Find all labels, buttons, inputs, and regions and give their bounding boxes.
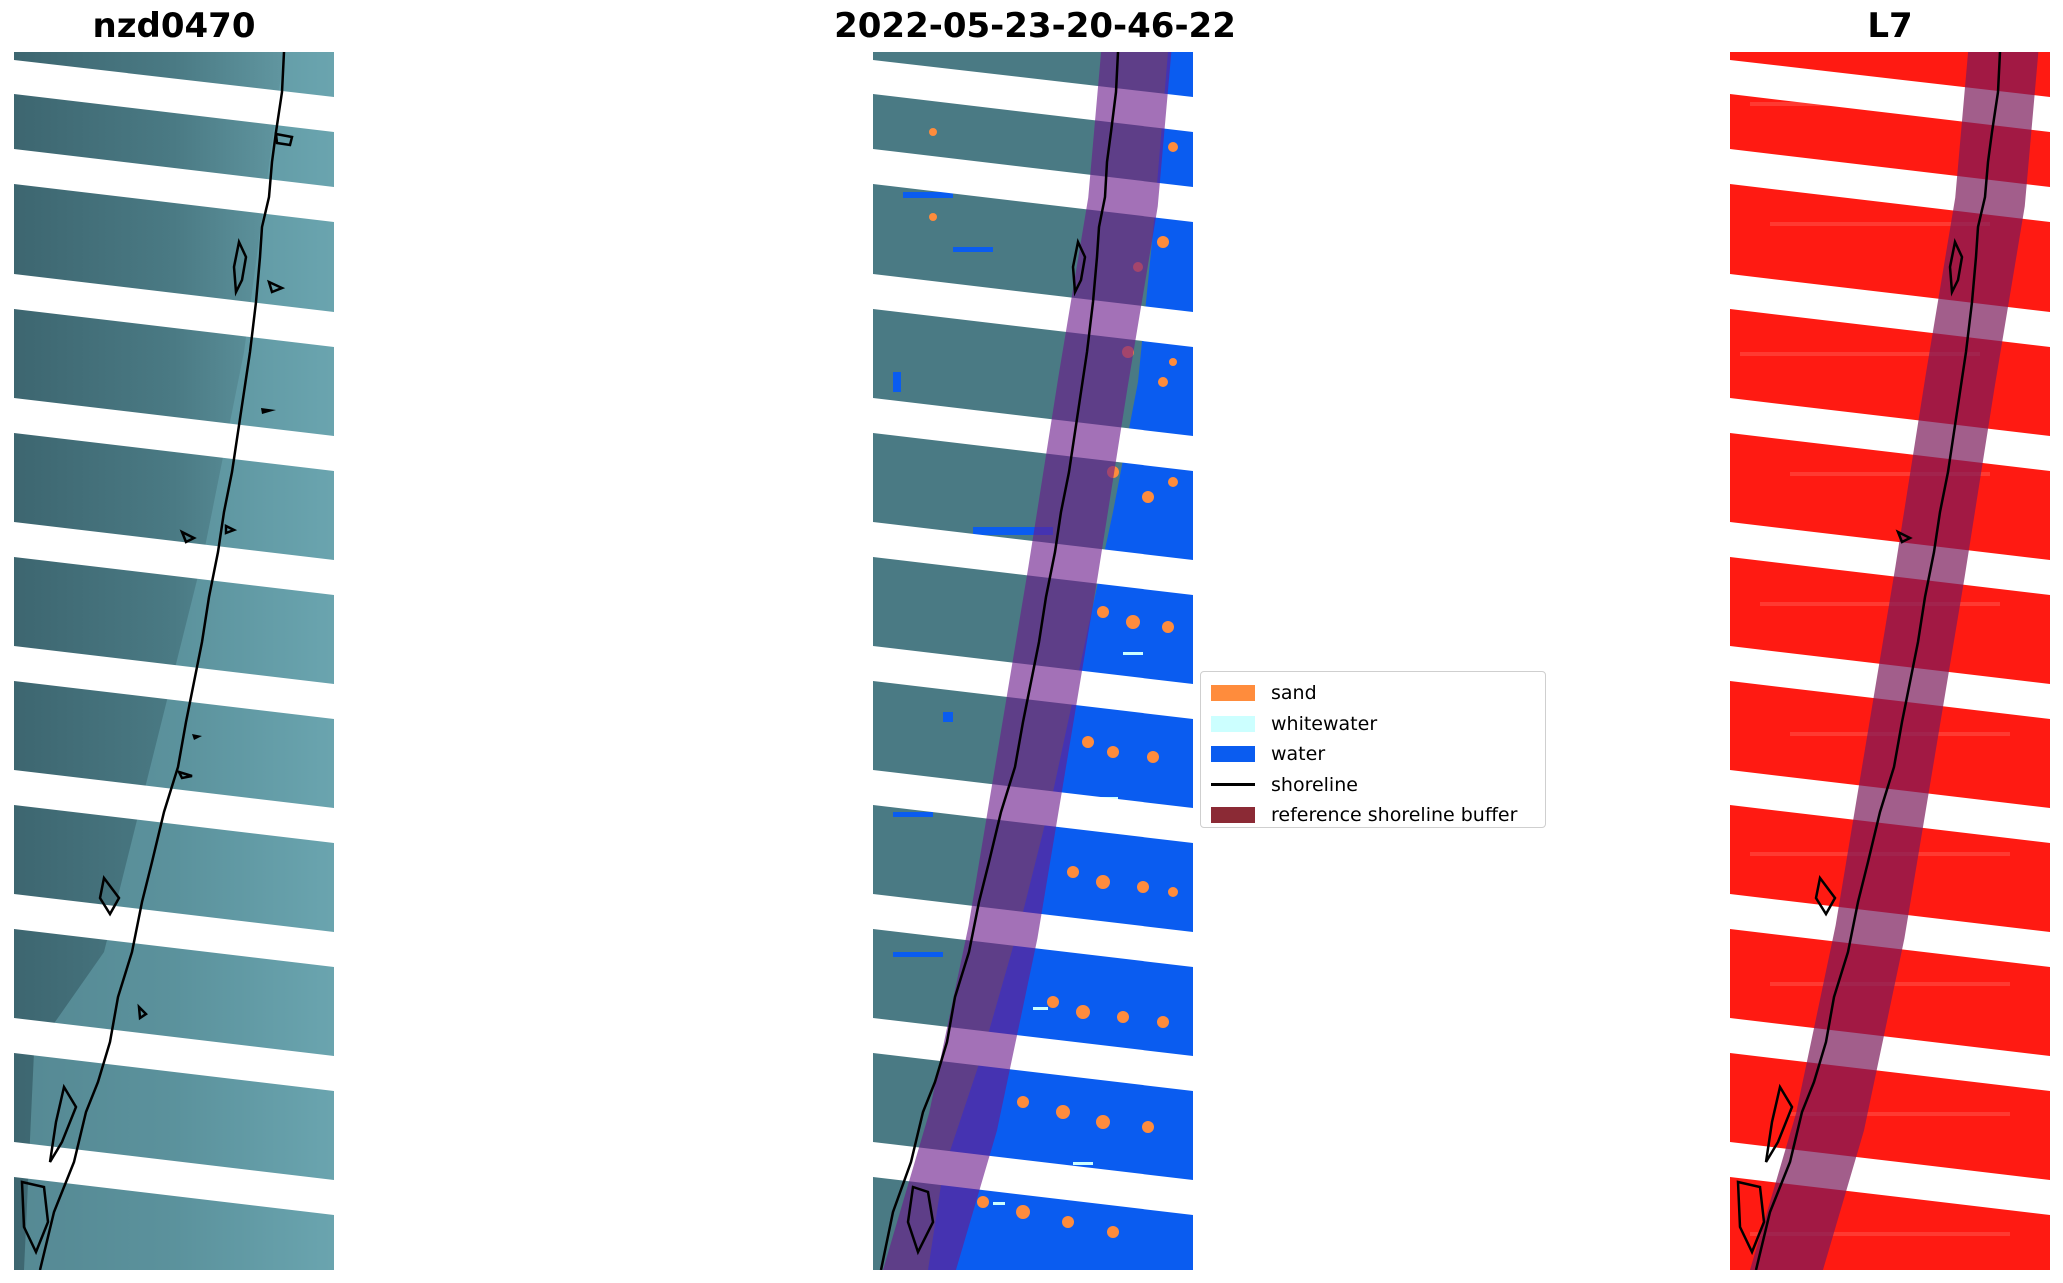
legend-swatch-reference-buffer [1211, 807, 1255, 824]
legend-label-water: water [1271, 743, 1326, 766]
panel-title-classification: 2022-05-23-20-46-22 [834, 6, 1236, 46]
legend: sand whitewater water shoreline referenc… [1200, 671, 1546, 828]
legend-item-whitewater: whitewater [1211, 709, 1535, 740]
panel-title-index: L7 [1867, 6, 1913, 46]
legend-item-water: water [1211, 739, 1535, 770]
legend-label-sand: sand [1271, 682, 1317, 705]
legend-label-whitewater: whitewater [1271, 712, 1378, 735]
panel-title-rgb: nzd0470 [92, 6, 256, 46]
legend-swatch-shoreline [1211, 783, 1255, 787]
legend-label-reference-buffer: reference shoreline buffer [1271, 804, 1518, 827]
rgb-image [14, 52, 334, 1270]
index-image [1730, 52, 2050, 1270]
classification-image [873, 52, 1193, 1270]
classification-panel [873, 52, 1193, 1270]
legend-item-sand: sand [1211, 678, 1535, 709]
legend-swatch-sand [1211, 685, 1255, 702]
legend-item-reference-buffer: reference shoreline buffer [1211, 800, 1535, 831]
index-image-panel [1730, 52, 2050, 1270]
legend-swatch-water [1211, 746, 1255, 763]
legend-swatch-whitewater [1211, 715, 1255, 732]
legend-label-shoreline: shoreline [1271, 773, 1358, 796]
legend-item-shoreline: shoreline [1211, 770, 1535, 801]
rgb-image-panel [14, 52, 334, 1270]
